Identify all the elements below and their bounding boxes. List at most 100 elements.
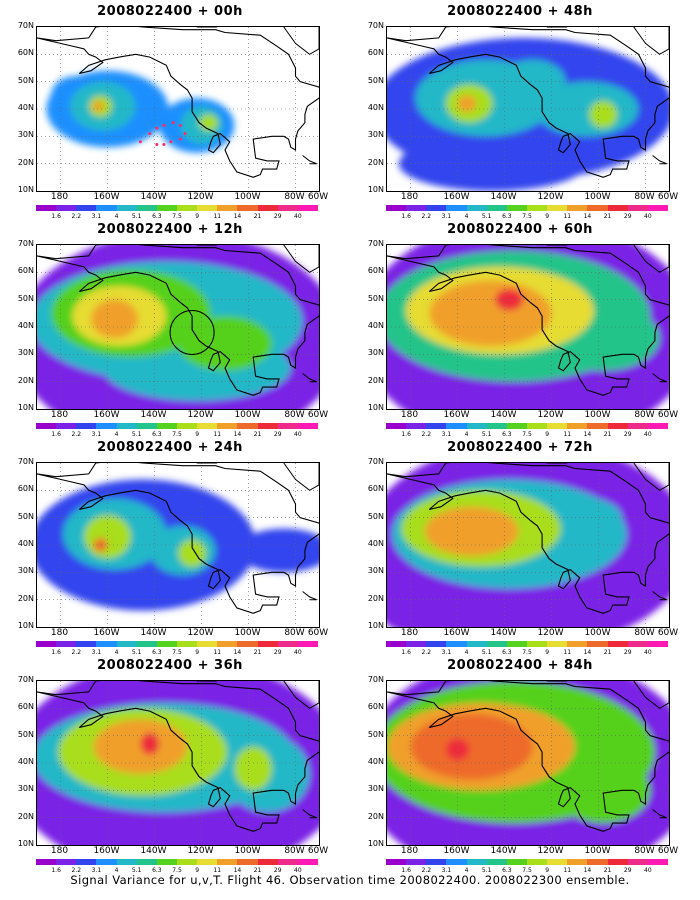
colorbar-label: 9 [545,213,550,220]
colorbar-swatch [466,423,487,429]
colorbar-swatch [446,641,467,647]
colorbar-label: 29 [273,431,282,438]
longitude-label: 120W [187,192,214,202]
colorbar-swatch [297,205,318,211]
colorbar-swatch [406,423,427,429]
colorbar-swatch [526,423,548,429]
latitude-label: 50N [17,729,34,739]
latitude-label: 60N [17,484,34,494]
map-area [36,680,320,846]
colorbar-swatch [277,859,298,865]
colorbar-swatch [446,859,467,865]
colorbar-label: 14 [233,213,242,220]
colorbar-swatch [56,859,77,865]
colorbar-swatch [506,641,527,647]
colorbar-label: 21 [253,867,262,874]
flight-track-point [162,123,166,127]
colorbar-label: 21 [603,867,612,874]
longitude-label: 100W [234,846,261,856]
colorbar-swatch [627,859,648,865]
latitude-label: 70N [367,239,384,248]
colorbar-swatch [217,205,238,211]
longitude-label: 160W [93,410,120,420]
colorbar-label: 9 [195,649,200,656]
colorbar-label: 9 [545,867,550,874]
latitude-label: 50N [367,293,384,303]
colorbar-label: 11 [213,213,222,220]
latitude-label: 40N [17,321,34,330]
map-panel: 2008022400 + 12h 70N 60N 50N 40N 30N 20N 10N 180… [0,222,340,440]
colorbar-label: 2.2 [421,213,432,220]
variance-map [37,463,319,627]
variance-contour [178,539,207,567]
latitude-label: 30N [17,130,34,140]
longitude-label: 60W [657,410,679,420]
colorbar-swatch [56,205,77,211]
colorbar-label: 2.2 [421,867,432,874]
colorbar-swatch [176,205,198,211]
longitude-label: 180 [50,628,69,638]
panel-title: 2008022400 + 24h [97,440,243,455]
colorbar-swatch [446,205,467,211]
colorbar-swatch [116,859,137,865]
colorbar-label: 21 [253,431,262,438]
colorbar-label: 1.6 [51,431,61,438]
colorbar-swatch [257,423,278,429]
colorbar-label: 40 [294,431,302,438]
colorbar-label: 5.1 [481,213,492,220]
colorbar-swatch [197,859,218,865]
latitude-label: 30N [367,348,384,358]
colorbar [36,859,318,865]
colorbar-label: 14 [583,213,592,220]
colorbar-swatch [136,205,157,211]
flight-track-point [148,132,152,136]
colorbar-swatch [56,641,77,647]
latitude-label: 60N [17,48,34,58]
longitude-label: 140W [140,192,167,202]
colorbar-label: 14 [583,431,592,438]
colorbar-swatch [446,423,467,429]
colorbar-label: 3.1 [441,431,452,438]
longitude-label: 180 [400,410,419,420]
colorbar-label: 5.1 [131,213,142,220]
colorbar-label: 2.2 [71,431,82,438]
longitude-label: 100W [234,410,261,420]
colorbar-label: 4 [114,649,119,656]
variance-map [37,681,319,845]
latitude-label: 10N [17,621,34,630]
latitude-label: 10N [17,839,34,848]
coastline [387,681,669,832]
colorbar-swatch [156,859,177,865]
longitude-label: 60W [307,846,329,856]
longitude-label: 120W [187,846,214,856]
longitude-label: 160W [443,628,470,638]
coastline [387,245,669,396]
latitude-label: 30N [367,566,384,576]
longitude-label: 180 [50,846,69,856]
longitude-label: 140W [140,410,167,420]
colorbar-swatch [36,641,57,647]
colorbar-swatch [96,859,117,865]
colorbar-swatch [466,859,487,865]
latitude-label: 10N [17,185,34,194]
variance-contour [93,538,108,552]
longitude-label: 160W [93,846,120,856]
latitude-label: 40N [17,103,34,112]
colorbar-label: 11 [563,431,572,438]
colorbar-swatch [297,859,318,865]
map-area [386,680,670,846]
variance-contour [93,719,188,774]
colorbar-swatch [526,641,548,647]
colorbar-swatch [237,423,258,429]
latitude-label: 60N [367,48,384,58]
colorbar-swatch [237,205,258,211]
latitude-label: 60N [17,702,34,712]
colorbar-swatch [426,641,447,647]
map-panel: 2008022400 + 00h 70N 60N 50N 40N 30N 20N 10N 180… [0,4,340,222]
flight-track-point [138,140,142,144]
longitude-label: 140W [140,846,167,856]
colorbar-label: 21 [253,213,262,220]
latitude-label: 70N [367,21,384,30]
colorbar-label: 1.6 [51,867,61,874]
longitude-label: 160W [443,846,470,856]
